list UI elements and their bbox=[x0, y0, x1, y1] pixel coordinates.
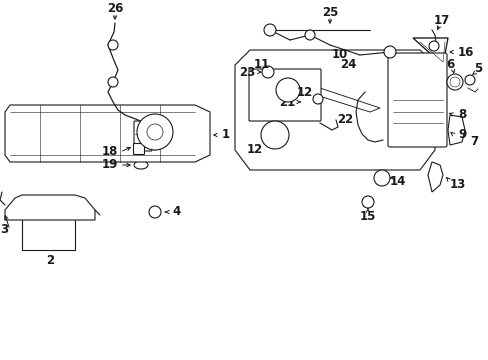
Polygon shape bbox=[5, 195, 95, 220]
Polygon shape bbox=[412, 38, 447, 65]
Circle shape bbox=[262, 66, 273, 78]
Text: 26: 26 bbox=[106, 1, 123, 14]
Text: 17: 17 bbox=[433, 13, 449, 27]
Circle shape bbox=[464, 75, 474, 85]
Text: 8: 8 bbox=[457, 108, 465, 121]
Text: 2: 2 bbox=[46, 253, 54, 266]
Circle shape bbox=[373, 170, 389, 186]
Text: 16: 16 bbox=[457, 45, 473, 58]
Ellipse shape bbox=[134, 161, 148, 169]
Text: 15: 15 bbox=[359, 211, 375, 224]
Circle shape bbox=[108, 40, 118, 50]
Circle shape bbox=[449, 77, 459, 87]
FancyBboxPatch shape bbox=[387, 53, 446, 147]
Circle shape bbox=[428, 41, 438, 51]
Text: 13: 13 bbox=[449, 179, 465, 192]
Text: 6: 6 bbox=[445, 58, 453, 72]
Text: 12: 12 bbox=[246, 144, 263, 157]
Text: 1: 1 bbox=[222, 129, 230, 141]
Circle shape bbox=[149, 206, 161, 218]
FancyBboxPatch shape bbox=[133, 144, 144, 154]
Text: 10: 10 bbox=[331, 49, 347, 62]
Text: 18: 18 bbox=[102, 145, 118, 158]
Text: 5: 5 bbox=[473, 62, 481, 75]
Text: 3: 3 bbox=[0, 224, 8, 237]
Text: 4: 4 bbox=[172, 206, 180, 219]
Circle shape bbox=[312, 94, 323, 104]
Polygon shape bbox=[447, 115, 464, 145]
FancyBboxPatch shape bbox=[134, 121, 152, 151]
Text: 25: 25 bbox=[321, 5, 338, 18]
Circle shape bbox=[147, 124, 163, 140]
FancyBboxPatch shape bbox=[248, 69, 320, 121]
Circle shape bbox=[305, 30, 314, 40]
Text: 22: 22 bbox=[336, 113, 352, 126]
Circle shape bbox=[275, 78, 299, 102]
Text: 24: 24 bbox=[339, 58, 355, 72]
Circle shape bbox=[383, 46, 395, 58]
Text: 23: 23 bbox=[238, 66, 254, 78]
Text: 20: 20 bbox=[149, 134, 166, 147]
Polygon shape bbox=[5, 105, 209, 162]
Circle shape bbox=[137, 114, 173, 150]
Circle shape bbox=[108, 77, 118, 87]
Text: 7: 7 bbox=[469, 135, 477, 148]
Polygon shape bbox=[235, 50, 434, 170]
Text: 14: 14 bbox=[389, 175, 406, 189]
Circle shape bbox=[446, 74, 462, 90]
Text: 21: 21 bbox=[278, 95, 294, 108]
Text: 19: 19 bbox=[102, 158, 118, 171]
Polygon shape bbox=[264, 75, 379, 112]
Polygon shape bbox=[427, 162, 442, 192]
Circle shape bbox=[361, 196, 373, 208]
Circle shape bbox=[264, 24, 275, 36]
Circle shape bbox=[261, 121, 288, 149]
Text: 9: 9 bbox=[457, 129, 465, 141]
Text: 11: 11 bbox=[253, 58, 269, 72]
Text: 12: 12 bbox=[296, 85, 312, 99]
